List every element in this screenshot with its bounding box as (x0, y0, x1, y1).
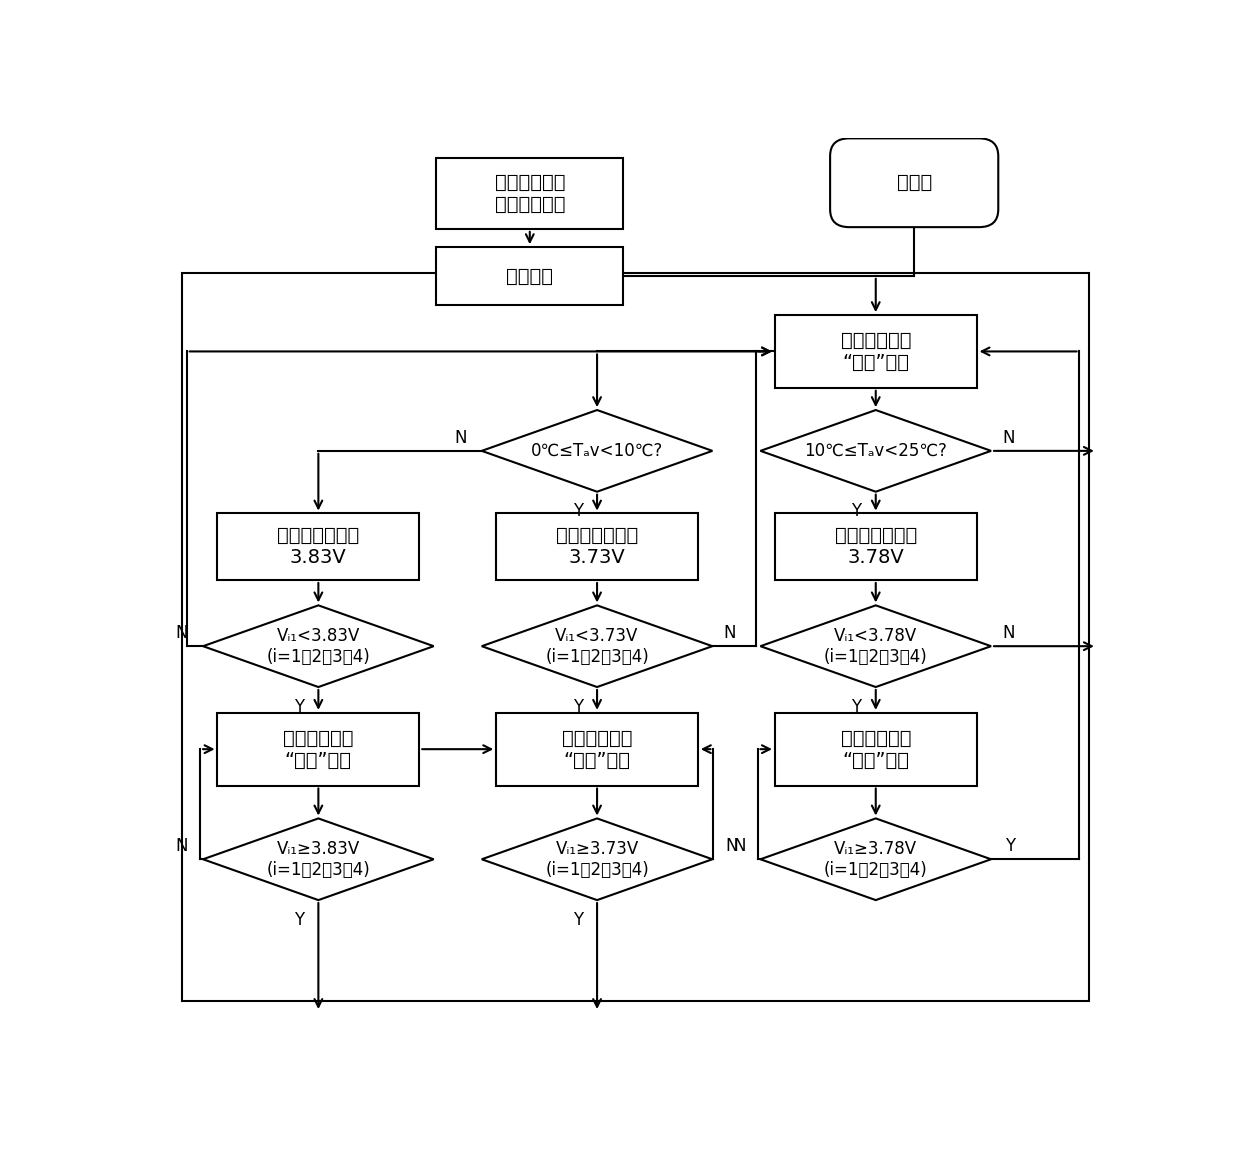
Text: 置过放报警点为
3.78V: 置过放报警点为 3.78V (835, 526, 916, 567)
Polygon shape (760, 819, 991, 900)
FancyBboxPatch shape (496, 513, 698, 580)
Text: Y: Y (294, 911, 304, 928)
FancyBboxPatch shape (775, 315, 977, 387)
Text: Y: Y (852, 503, 862, 520)
Text: 置过放报警为
“有效”状态: 置过放报警为 “有效”状态 (283, 729, 353, 770)
FancyBboxPatch shape (182, 273, 1089, 1001)
Text: 数据处理: 数据处理 (506, 266, 553, 286)
Text: N: N (1002, 429, 1014, 446)
Polygon shape (481, 410, 713, 491)
Text: Y: Y (573, 911, 583, 928)
Text: 置过放报警点为
3.73V: 置过放报警点为 3.73V (556, 526, 639, 567)
Polygon shape (481, 819, 713, 900)
Text: 10℃≤Tₐv<25℃?: 10℃≤Tₐv<25℃? (805, 442, 947, 460)
FancyBboxPatch shape (775, 513, 977, 580)
Text: Vᵢ₁≥3.73V
(i=1、2、3、4): Vᵢ₁≥3.73V (i=1、2、3、4) (546, 839, 649, 879)
Text: N: N (723, 624, 735, 642)
Polygon shape (760, 605, 991, 687)
Text: 初始化: 初始化 (897, 173, 931, 193)
FancyBboxPatch shape (217, 513, 419, 580)
Text: N: N (176, 624, 188, 642)
FancyBboxPatch shape (436, 247, 624, 304)
FancyBboxPatch shape (775, 713, 977, 785)
Text: Vᵢ₁≥3.83V
(i=1、2、3、4): Vᵢ₁≥3.83V (i=1、2、3、4) (267, 839, 371, 879)
Text: N: N (176, 837, 188, 854)
Text: 置过放报警为
“有效”状态: 置过放报警为 “有效”状态 (562, 729, 632, 770)
Text: N: N (733, 837, 745, 854)
FancyBboxPatch shape (496, 713, 698, 785)
Text: Vᵢ₁≥3.78V
(i=1、2、3、4): Vᵢ₁≥3.78V (i=1、2、3、4) (823, 839, 928, 879)
Text: N: N (454, 429, 466, 446)
Text: N: N (725, 837, 738, 854)
Text: Y: Y (294, 698, 304, 716)
Polygon shape (203, 605, 434, 687)
Text: Y: Y (573, 503, 583, 520)
Text: 0℃≤Tₐv<10℃?: 0℃≤Tₐv<10℃? (531, 442, 663, 460)
FancyBboxPatch shape (217, 713, 419, 785)
Text: N: N (1002, 624, 1014, 642)
Text: Vᵢ₁<3.78V
(i=1、2、3、4): Vᵢ₁<3.78V (i=1、2、3、4) (823, 627, 928, 665)
Text: Vᵢ₁<3.73V
(i=1、2、3、4): Vᵢ₁<3.73V (i=1、2、3、4) (546, 627, 649, 665)
Polygon shape (203, 819, 434, 900)
Text: Vᵢ₁<3.83V
(i=1、2、3、4): Vᵢ₁<3.83V (i=1、2、3、4) (267, 627, 371, 665)
FancyBboxPatch shape (830, 138, 998, 227)
Text: Y: Y (852, 698, 862, 716)
Text: Y: Y (1006, 837, 1016, 854)
Polygon shape (481, 605, 713, 687)
FancyBboxPatch shape (436, 158, 624, 229)
Text: 电池单体电压
电池模块温度: 电池单体电压 电池模块温度 (495, 173, 565, 214)
Text: 置过放报警点为
3.83V: 置过放报警点为 3.83V (278, 526, 360, 567)
Polygon shape (760, 410, 991, 491)
Text: 置过放报警为
“有效”状态: 置过放报警为 “有效”状态 (841, 729, 911, 770)
Text: 置过放报警为
“无效”状态: 置过放报警为 “无效”状态 (841, 331, 911, 372)
Text: Y: Y (573, 698, 583, 716)
